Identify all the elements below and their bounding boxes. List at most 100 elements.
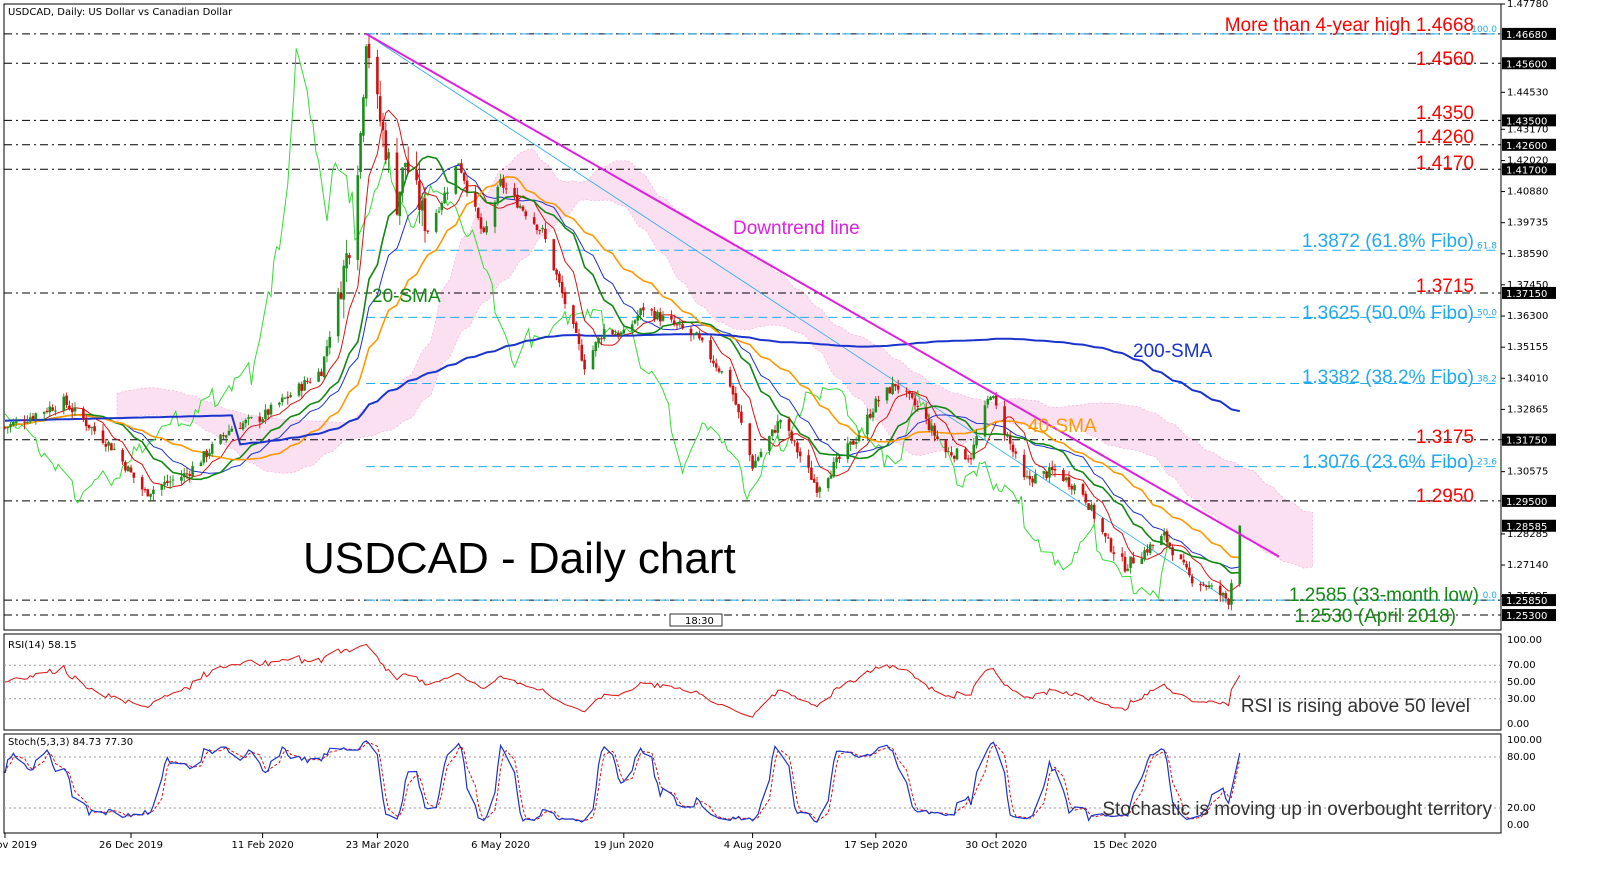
candle-body (82, 408, 85, 420)
candle-body (205, 450, 208, 458)
date-tick-label: 30 Oct 2020 (965, 840, 1027, 851)
candle-body (885, 387, 889, 401)
candle-body (538, 230, 542, 232)
candle-body (857, 435, 861, 442)
candle-body (905, 390, 908, 392)
candle-body (580, 344, 584, 361)
candle-body (1048, 467, 1051, 478)
candle-body (1087, 503, 1090, 510)
candle-body (1050, 467, 1054, 471)
candle-body (1207, 585, 1211, 588)
price-highlight-box (1502, 57, 1556, 70)
annotation-1-2950: 1.2950 (1416, 486, 1474, 507)
fibonacci-level-label: 50.0 (1477, 308, 1497, 318)
candle-body (594, 342, 598, 352)
candle-body (185, 473, 189, 475)
time-marker-label: 18:30 (685, 616, 714, 627)
price-highlight-label: 1.43500 (1506, 116, 1547, 127)
candle-body (48, 406, 52, 413)
candle-body (73, 407, 77, 412)
candle-body (770, 429, 774, 436)
candle-body (1028, 475, 1032, 480)
annotation-fib-61-8: 1.3872 (61.8% Fibo) (1302, 231, 1474, 252)
stoch-tick-label: 0.00 (1507, 820, 1529, 831)
candle-body (518, 206, 522, 208)
candle-body (342, 265, 346, 300)
candle-body (852, 440, 855, 445)
candle-body (969, 457, 973, 460)
annotation-fib-38-2: 1.3382 (38.2% Fibo) (1302, 367, 1474, 388)
candle-body (336, 291, 340, 337)
fibonacci-level-label: 0.0 (1483, 591, 1498, 601)
price-highlight-box (1502, 27, 1556, 40)
annotation-1-4170: 1.4170 (1416, 153, 1474, 174)
sma-200-line (4, 333, 1241, 446)
candle-body (894, 383, 897, 387)
candle-body (776, 421, 780, 433)
date-tick-label: 4 Aug 2020 (724, 840, 782, 851)
candle-body (544, 228, 547, 240)
date-tick-label: 11 Feb 2020 (231, 840, 293, 851)
date-tick-label: 6 May 2020 (471, 840, 530, 851)
annotation-1-4560: 1.4560 (1416, 49, 1474, 70)
candle-body (1162, 532, 1166, 536)
date-tick-label: 17 Sep 2020 (844, 840, 907, 851)
candle-body (555, 269, 558, 275)
candle-body (1210, 585, 1214, 587)
candle-body (563, 292, 567, 304)
price-highlight-box (1502, 138, 1556, 151)
candle-body (768, 436, 771, 451)
candle-body (406, 161, 410, 172)
candle-body (297, 383, 301, 396)
price-highlight-box (1502, 114, 1556, 127)
date-tick-label: 11 Nov 2019 (0, 840, 37, 851)
price-tick-label: 1.34010 (1507, 373, 1548, 384)
rsi-tick-label: 50.00 (1507, 677, 1536, 688)
date-tick-label: 15 Dec 2020 (1093, 840, 1157, 851)
candle-body (362, 97, 365, 136)
candle-body (790, 431, 794, 441)
candle-body (826, 478, 830, 489)
candle-body (955, 448, 959, 460)
candle-body (712, 360, 715, 364)
candle-body (457, 163, 460, 165)
candle-body (656, 311, 659, 320)
price-tick-label: 1.32865 (1507, 404, 1548, 415)
candle-body (482, 227, 486, 232)
price-tick-label: 1.35155 (1507, 342, 1548, 353)
candle-body (1160, 535, 1163, 546)
candle-body (62, 396, 66, 411)
candle-body (250, 417, 253, 419)
candle-body (577, 333, 581, 344)
annotation-200-sma: 200-SMA (1133, 341, 1213, 362)
candle-body (866, 414, 869, 435)
candle-body (26, 421, 29, 423)
candle-body (924, 408, 928, 419)
candle-body (630, 324, 634, 331)
candle-body (191, 466, 194, 477)
annotation-20-sma: 20-SMA (372, 286, 441, 307)
candle-body (709, 340, 712, 360)
candle-body (328, 336, 332, 348)
candle-body (1123, 556, 1127, 572)
candle-body (846, 443, 850, 460)
candle-body (728, 369, 732, 387)
candle-body (891, 383, 894, 395)
candle-body (952, 455, 956, 459)
candle-body (129, 467, 133, 473)
price-highlight-box (1502, 433, 1556, 446)
candle-body (182, 473, 186, 478)
candle-body (93, 426, 96, 432)
candle-body (143, 489, 147, 491)
annotation-33-month-low: 1.2585 (33-month low) (1289, 585, 1479, 606)
candle-body (493, 202, 497, 227)
candle-body (367, 43, 371, 59)
candle-body (496, 186, 500, 204)
candle-body (650, 309, 654, 311)
candle-body (807, 455, 810, 468)
price-highlight-box (1502, 519, 1556, 532)
candle-body (913, 398, 917, 406)
fibonacci-level-label: 100.0 (1471, 25, 1497, 35)
candle-body (230, 428, 234, 432)
candle-body (28, 417, 32, 422)
